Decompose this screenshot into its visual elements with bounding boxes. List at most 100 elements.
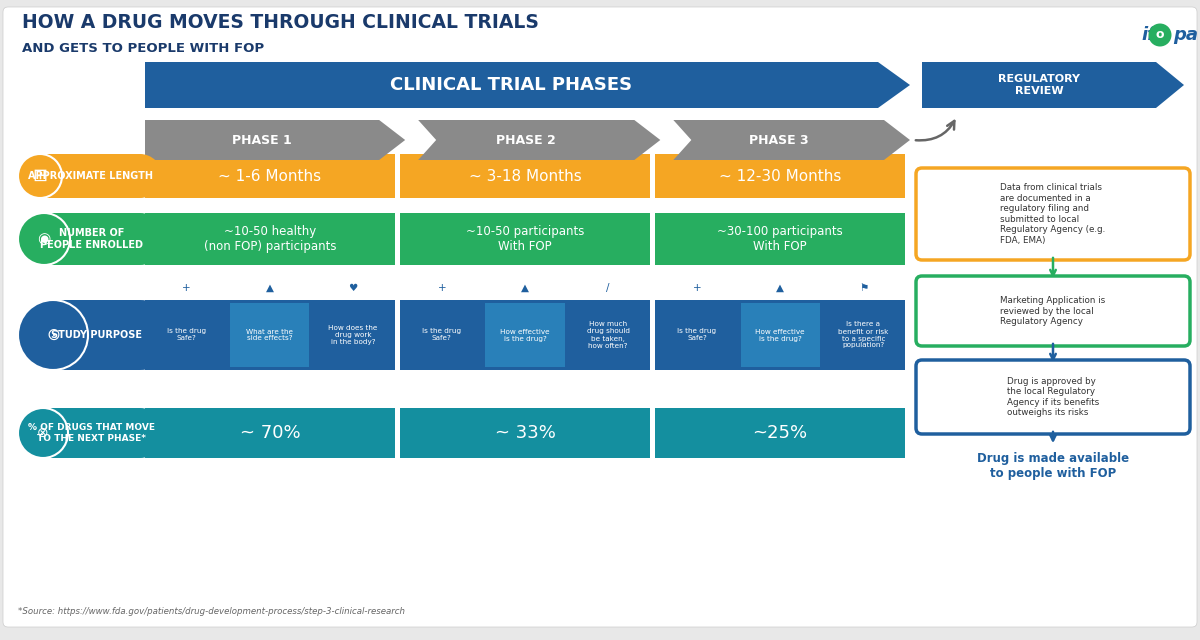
Circle shape xyxy=(18,213,70,265)
Text: ~ 1-6 Months: ~ 1-6 Months xyxy=(218,168,322,184)
Text: How effective
is the drug?: How effective is the drug? xyxy=(755,328,805,342)
Text: ◉: ◉ xyxy=(37,232,50,246)
Text: ~30-100 participants
With FOP: ~30-100 participants With FOP xyxy=(718,225,844,253)
Text: if: if xyxy=(1141,26,1154,44)
Text: Is the drug
Safe?: Is the drug Safe? xyxy=(422,328,461,342)
Polygon shape xyxy=(145,120,406,160)
Text: ▲: ▲ xyxy=(521,283,529,293)
FancyArrowPatch shape xyxy=(916,121,954,140)
FancyBboxPatch shape xyxy=(43,408,140,458)
Text: +: + xyxy=(692,283,701,293)
Text: Drug is made available
to people with FOP: Drug is made available to people with FO… xyxy=(977,452,1129,480)
Text: ♥: ♥ xyxy=(348,283,358,293)
Polygon shape xyxy=(145,62,910,108)
Bar xyxy=(650,300,655,370)
Polygon shape xyxy=(418,120,660,160)
Text: +: + xyxy=(438,283,446,293)
Bar xyxy=(395,213,400,265)
Bar xyxy=(658,303,737,367)
Text: ▲: ▲ xyxy=(266,283,274,293)
Bar xyxy=(655,154,905,198)
Bar xyxy=(650,154,655,198)
Bar xyxy=(740,303,820,367)
Text: ~25%: ~25% xyxy=(752,424,808,442)
Bar xyxy=(313,303,392,367)
Bar xyxy=(400,408,650,458)
Bar xyxy=(400,154,650,198)
Text: Is the drug
Safe?: Is the drug Safe? xyxy=(677,328,716,342)
Text: How effective
is the drug?: How effective is the drug? xyxy=(500,328,550,342)
Text: APPROXIMATE LENGTH: APPROXIMATE LENGTH xyxy=(28,171,152,181)
Text: pa: pa xyxy=(1174,26,1198,44)
Bar xyxy=(395,154,400,198)
FancyBboxPatch shape xyxy=(916,360,1190,434)
Bar xyxy=(148,303,227,367)
Bar xyxy=(655,213,905,265)
Circle shape xyxy=(114,213,166,265)
FancyBboxPatch shape xyxy=(53,300,140,370)
Text: ~ 33%: ~ 33% xyxy=(494,424,556,442)
Bar xyxy=(400,213,650,265)
Bar xyxy=(145,300,395,370)
Text: HOW A DRUG MOVES THROUGH CLINICAL TRIALS: HOW A DRUG MOVES THROUGH CLINICAL TRIALS xyxy=(22,13,539,32)
Bar xyxy=(655,408,905,458)
Text: ⊗: ⊗ xyxy=(37,426,49,440)
Polygon shape xyxy=(922,62,1184,108)
Circle shape xyxy=(18,300,88,370)
Text: ~ 12-30 Months: ~ 12-30 Months xyxy=(719,168,841,184)
Text: ▲: ▲ xyxy=(776,283,784,293)
Text: ⚑: ⚑ xyxy=(859,283,868,293)
Circle shape xyxy=(18,154,62,198)
Text: +: + xyxy=(182,283,191,293)
FancyBboxPatch shape xyxy=(40,154,140,198)
Text: ~10-50 participants
With FOP: ~10-50 participants With FOP xyxy=(466,225,584,253)
Text: PHASE 3: PHASE 3 xyxy=(749,134,809,147)
FancyBboxPatch shape xyxy=(44,213,140,265)
Bar xyxy=(395,300,400,370)
Text: PHASE 2: PHASE 2 xyxy=(497,134,556,147)
Polygon shape xyxy=(673,120,910,160)
Bar xyxy=(655,300,905,370)
Text: Data from clinical trials
are documented in a
regulatory filing and
submitted to: Data from clinical trials are documented… xyxy=(1001,184,1105,244)
Bar xyxy=(485,303,565,367)
Bar xyxy=(395,408,400,458)
Text: o: o xyxy=(1156,29,1164,42)
Text: *Source: https://www.fda.gov/patients/drug-development-process/step-3-clinical-r: *Source: https://www.fda.gov/patients/dr… xyxy=(18,607,406,616)
Text: How much
drug should
be taken,
how often?: How much drug should be taken, how often… xyxy=(587,321,630,349)
Text: ~10-50 healthy
(non FOP) participants: ~10-50 healthy (non FOP) participants xyxy=(204,225,336,253)
Text: Drug is approved by
the local Regulatory
Agency if its benefits
outweighs its ri: Drug is approved by the local Regulatory… xyxy=(1007,377,1099,417)
Bar xyxy=(402,303,481,367)
Circle shape xyxy=(118,154,162,198)
Text: CLINICAL TRIAL PHASES: CLINICAL TRIAL PHASES xyxy=(390,76,632,94)
Text: ~ 3-18 Months: ~ 3-18 Months xyxy=(469,168,581,184)
Text: ⊞: ⊞ xyxy=(32,167,48,185)
Bar xyxy=(145,213,395,265)
Bar xyxy=(145,154,395,198)
Text: ~ 70%: ~ 70% xyxy=(240,424,300,442)
Text: STUDY PURPOSE: STUDY PURPOSE xyxy=(52,330,142,340)
Bar xyxy=(823,303,902,367)
Text: Is the drug
Safe?: Is the drug Safe? xyxy=(167,328,206,342)
Text: PHASE 1: PHASE 1 xyxy=(233,134,292,147)
Text: AND GETS TO PEOPLE WITH FOP: AND GETS TO PEOPLE WITH FOP xyxy=(22,42,264,55)
Text: Is there a
benefit or risk
to a specific
population?: Is there a benefit or risk to a specific… xyxy=(839,321,888,349)
Text: NUMBER OF
PEOPLE ENROLLED: NUMBER OF PEOPLE ENROLLED xyxy=(41,228,144,250)
Circle shape xyxy=(18,408,68,458)
Circle shape xyxy=(106,300,175,370)
Text: % OF DRUGS THAT MOVE
TO THE NEXT PHASE*: % OF DRUGS THAT MOVE TO THE NEXT PHASE* xyxy=(28,423,155,443)
Bar xyxy=(650,213,655,265)
Text: How does the
drug work
in the body?: How does the drug work in the body? xyxy=(329,325,378,345)
Text: /: / xyxy=(606,283,610,293)
FancyBboxPatch shape xyxy=(916,276,1190,346)
Circle shape xyxy=(115,408,166,458)
Bar xyxy=(230,303,310,367)
FancyBboxPatch shape xyxy=(2,7,1198,627)
Text: What are the
side effects?: What are the side effects? xyxy=(246,328,293,342)
Text: ⊙: ⊙ xyxy=(46,326,60,344)
FancyBboxPatch shape xyxy=(916,168,1190,260)
Bar xyxy=(569,303,648,367)
Bar xyxy=(650,408,655,458)
Bar xyxy=(400,300,650,370)
Bar xyxy=(145,408,395,458)
Text: REGULATORY
REVIEW: REGULATORY REVIEW xyxy=(998,74,1080,96)
